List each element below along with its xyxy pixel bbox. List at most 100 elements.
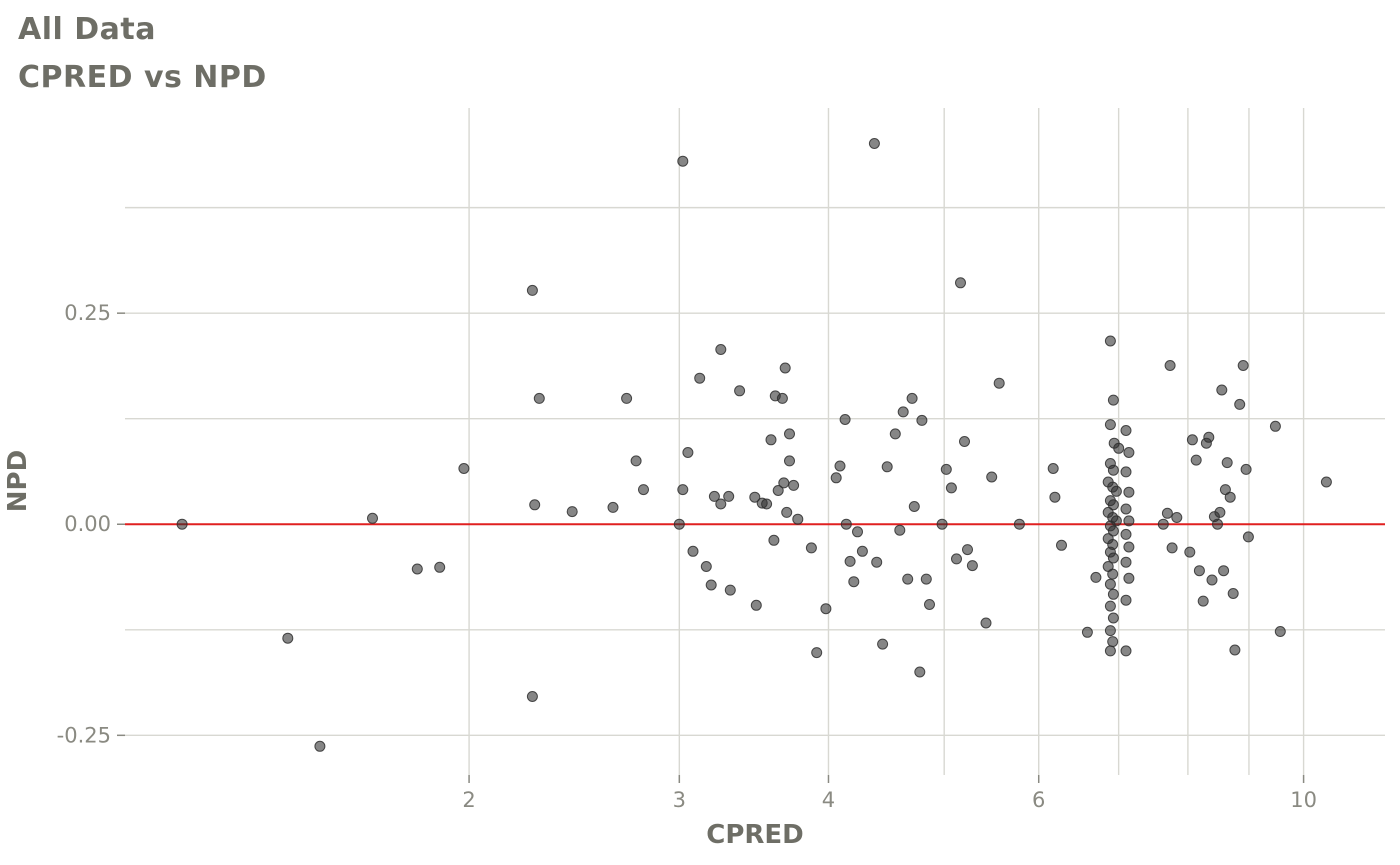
- data-point: [1104, 578, 1116, 590]
- data-point: [1197, 595, 1209, 607]
- data-point: [1240, 463, 1252, 475]
- data-point: [980, 617, 992, 629]
- data-point: [715, 344, 727, 355]
- data-point: [830, 472, 842, 484]
- data-point: [1107, 636, 1119, 648]
- x-tick-label: 2: [462, 788, 475, 812]
- data-point: [776, 392, 788, 404]
- x-tick-label: 10: [1290, 788, 1317, 812]
- data-point: [1123, 515, 1135, 527]
- data-point: [784, 455, 795, 467]
- data-point: [761, 498, 773, 510]
- data-point: [940, 463, 952, 475]
- data-point: [1123, 447, 1135, 458]
- data-point: [1221, 457, 1233, 469]
- data-point: [314, 740, 326, 752]
- data-point: [1214, 506, 1226, 518]
- chart-title: All Data: [18, 12, 156, 47]
- data-point: [811, 647, 823, 659]
- data-point: [1184, 546, 1196, 558]
- data-point: [1120, 556, 1132, 568]
- data-point: [705, 579, 717, 591]
- data-point: [715, 498, 727, 510]
- data-point: [630, 455, 642, 467]
- data-point: [1171, 512, 1183, 523]
- data-point: [367, 512, 378, 524]
- data-point: [1090, 571, 1102, 583]
- y-tick-label: 0.25: [64, 301, 111, 325]
- data-point: [1107, 499, 1119, 511]
- data-point: [840, 518, 852, 530]
- data-point: [1107, 568, 1119, 580]
- data-point: [1234, 398, 1246, 410]
- y-tick-label: 0.00: [64, 512, 111, 536]
- chart-subtitle: CPRED vs NPD: [18, 60, 267, 95]
- x-tick-label: 4: [822, 788, 835, 812]
- data-point: [1229, 644, 1241, 656]
- data-point: [1120, 528, 1132, 540]
- data-point: [1120, 594, 1132, 606]
- data-point: [1120, 503, 1132, 515]
- data-point: [908, 501, 920, 512]
- data-point: [682, 447, 694, 458]
- data-point: [805, 542, 817, 554]
- data-point: [936, 518, 948, 530]
- data-point: [1056, 539, 1067, 551]
- data-point: [1186, 434, 1198, 446]
- data-point: [955, 277, 966, 289]
- data-point: [924, 599, 935, 610]
- data-point: [765, 434, 777, 446]
- data-point: [458, 463, 470, 474]
- data-point: [1049, 491, 1061, 503]
- data-point: [1081, 626, 1093, 638]
- data-point: [411, 563, 423, 575]
- data-point: [871, 556, 883, 568]
- data-point: [700, 561, 712, 572]
- data-point: [708, 490, 720, 502]
- data-point: [1227, 588, 1239, 599]
- data-point: [1120, 466, 1132, 478]
- data-point: [902, 573, 914, 585]
- data-point: [914, 666, 926, 678]
- data-point: [848, 576, 860, 588]
- data-point: [1104, 645, 1116, 657]
- data-point: [852, 526, 863, 538]
- data-point: [959, 436, 970, 447]
- data-point: [1269, 420, 1281, 432]
- data-point: [1047, 463, 1059, 474]
- data-point: [906, 392, 918, 404]
- data-point: [1107, 525, 1119, 537]
- data-point: [993, 377, 1005, 389]
- data-point: [1203, 431, 1215, 443]
- data-point: [1013, 518, 1025, 530]
- data-point: [677, 155, 689, 167]
- data-point: [1216, 384, 1228, 396]
- data-point: [607, 501, 619, 513]
- data-point: [1157, 518, 1169, 530]
- data-point: [673, 518, 685, 530]
- data-point: [784, 428, 795, 440]
- data-point: [1166, 542, 1178, 554]
- data-point: [734, 385, 746, 397]
- data-point: [962, 544, 973, 556]
- data-point: [877, 638, 889, 650]
- data-point: [1212, 518, 1223, 530]
- data-point: [526, 691, 538, 702]
- data-point: [1274, 626, 1286, 637]
- data-point: [1104, 335, 1116, 347]
- data-point: [621, 392, 633, 404]
- data-point: [724, 584, 736, 596]
- x-tick-label: 3: [673, 788, 686, 812]
- data-point: [881, 461, 893, 473]
- data-point: [694, 372, 706, 384]
- data-point: [638, 484, 649, 496]
- data-point: [856, 545, 868, 557]
- data-point: [1104, 419, 1116, 431]
- data-point: [868, 138, 880, 149]
- data-point: [1161, 507, 1173, 519]
- data-point: [820, 603, 832, 615]
- data-point: [894, 524, 906, 536]
- data-point: [778, 477, 790, 489]
